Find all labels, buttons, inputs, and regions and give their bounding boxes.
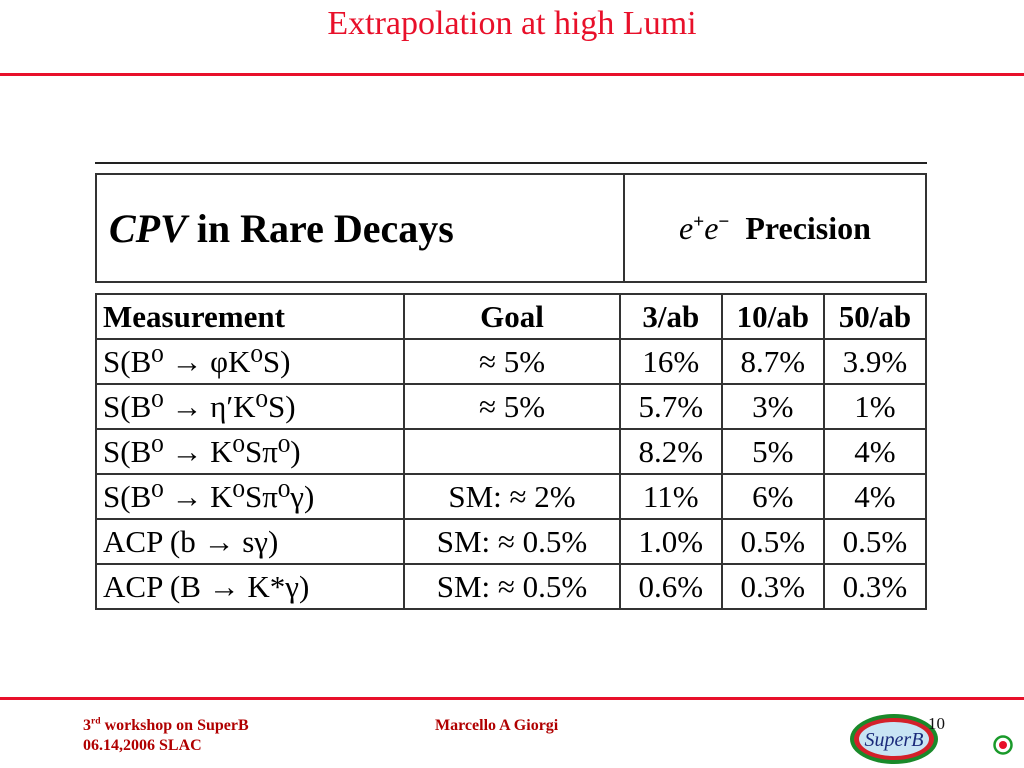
footer-divider [0, 697, 1024, 700]
precision-table: Measurement Goal 3/ab 10/ab 50/ab S(B⁰ →… [94, 293, 928, 610]
cell-10ab: 0.5% [720, 518, 825, 565]
cell-3ab: 5.7% [618, 383, 723, 430]
header-ee-precision: e+e− Precision [623, 173, 927, 283]
cell-goal: SM: ≈ 0.5% [403, 563, 621, 610]
table-header-row: Measurement Goal 3/ab 10/ab 50/ab [94, 293, 928, 340]
cell-50ab: 3.9% [822, 338, 928, 385]
table-header-box: CPV in Rare Decays e+e− Precision [95, 173, 927, 283]
table-row: S(B⁰ → φK⁰S) ≈ 5% 16% 8.7% 3.9% [94, 338, 928, 385]
cell-goal: SM: ≈ 0.5% [403, 518, 621, 565]
col-header-measurement: Measurement [94, 293, 406, 340]
cell-3ab: 0.6% [618, 563, 723, 610]
col-header-10ab: 10/ab [720, 293, 825, 340]
footer-workshop: 3rd workshop on SuperB 06.14,2006 SLAC [83, 716, 249, 756]
footer-workshop-line: 3rd workshop on SuperB [83, 715, 249, 734]
cell-50ab: 4% [822, 428, 928, 475]
col-header-3ab: 3/ab [618, 293, 723, 340]
page-number: 10 [928, 714, 945, 733]
nav-target-button[interactable] [993, 735, 1013, 755]
title-divider [0, 73, 1024, 76]
cell-measurement: ACP (B → K*γ) [94, 563, 406, 610]
cell-3ab: 1.0% [618, 518, 723, 565]
col-header-goal: Goal [403, 293, 621, 340]
slide-title: Extrapolation at high Lumi [327, 5, 697, 42]
cell-measurement: S(B⁰ → K⁰Sπ⁰) [94, 428, 406, 475]
cell-measurement: S(B⁰ → K⁰Sπ⁰γ) [94, 473, 406, 520]
cell-3ab: 8.2% [618, 428, 723, 475]
cell-measurement: ACP (b → sγ) [94, 518, 406, 565]
col-header-50ab: 50/ab [822, 293, 928, 340]
cell-50ab: 4% [822, 473, 928, 520]
cell-measurement: S(B⁰ → η′K⁰S) [94, 383, 406, 430]
table-row: ACP (b → sγ) SM: ≈ 0.5% 1.0% 0.5% 0.5% [94, 518, 928, 565]
cell-goal: ≈ 5% [403, 383, 621, 430]
cell-goal [403, 428, 621, 475]
cell-goal: SM: ≈ 2% [403, 473, 621, 520]
table-row: S(B⁰ → η′K⁰S) ≈ 5% 5.7% 3% 1% [94, 383, 928, 430]
logo-text: SuperB [865, 729, 924, 751]
cell-50ab: 1% [822, 383, 928, 430]
cell-measurement: S(B⁰ → φK⁰S) [94, 338, 406, 385]
cell-3ab: 16% [618, 338, 723, 385]
cell-goal: ≈ 5% [403, 338, 621, 385]
header-cpv-rare-decays: CPV in Rare Decays [95, 173, 625, 283]
cell-10ab: 0.3% [720, 563, 825, 610]
table-top-line [95, 162, 927, 164]
table-row: ACP (B → K*γ) SM: ≈ 0.5% 0.6% 0.3% 0.3% [94, 563, 928, 610]
cell-50ab: 0.5% [822, 518, 928, 565]
cell-10ab: 6% [720, 473, 825, 520]
table-row: S(B⁰ → K⁰Sπ⁰) 8.2% 5% 4% [94, 428, 928, 475]
cell-10ab: 8.7% [720, 338, 825, 385]
cell-10ab: 5% [720, 428, 825, 475]
footer-date-place: 06.14,2006 SLAC [83, 737, 202, 754]
cell-10ab: 3% [720, 383, 825, 430]
superb-logo-icon: SuperB [850, 714, 938, 764]
table-row: S(B⁰ → K⁰Sπ⁰γ) SM: ≈ 2% 11% 6% 4% [94, 473, 928, 520]
footer-author: Marcello A Giorgi [435, 717, 559, 734]
cell-50ab: 0.3% [822, 563, 928, 610]
cell-3ab: 11% [618, 473, 723, 520]
